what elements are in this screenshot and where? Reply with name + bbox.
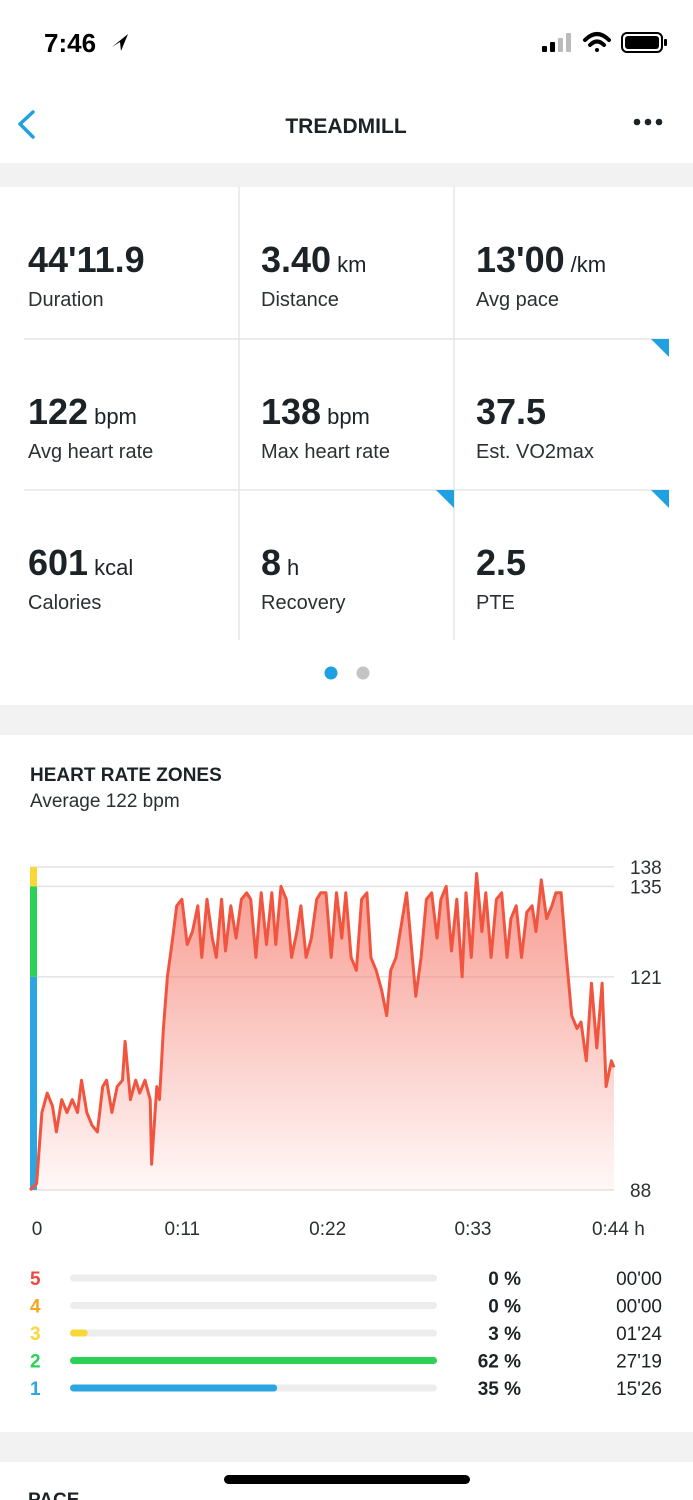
x-tick-label: 0:22 <box>309 1219 346 1240</box>
status-time: 7:46 <box>44 28 96 58</box>
y-tick-label: 135 <box>630 877 662 898</box>
zone-number: 4 <box>30 1297 41 1318</box>
info-flag <box>436 490 454 508</box>
zone-bar <box>70 1357 437 1364</box>
signal-icon <box>542 33 571 52</box>
stat-unit: h <box>287 555 299 580</box>
x-tick-label: 0 <box>32 1219 43 1240</box>
stat-number: 138 <box>261 391 321 432</box>
zone-track <box>70 1274 437 1282</box>
zone-track <box>70 1302 437 1309</box>
stat-number: 8 <box>261 542 281 583</box>
stat-value: 2.5 <box>476 542 526 583</box>
zone-bar <box>70 1329 88 1337</box>
stat-unit: bpm <box>327 404 370 429</box>
zone-strip <box>30 886 37 977</box>
location-icon <box>112 34 128 51</box>
y-tick-label: 88 <box>630 1181 651 1202</box>
stat-label: Distance <box>261 289 339 311</box>
stat-number: 44'11.9 <box>28 239 145 280</box>
stat-value: 3.40 km <box>261 239 366 280</box>
zone-percent: 35 % <box>478 1379 521 1400</box>
zone-number: 1 <box>30 1379 41 1400</box>
stat-number: 122 <box>28 391 88 432</box>
zone-number: 3 <box>30 1324 41 1345</box>
section-gap <box>0 705 693 735</box>
zone-percent: 0 % <box>488 1297 521 1318</box>
info-flag <box>651 490 669 508</box>
stat-label: Max heart rate <box>261 441 390 463</box>
stat-unit: bpm <box>94 404 137 429</box>
zone-time: 15'26 <box>616 1379 662 1400</box>
stat-value: 13'00/km <box>476 239 606 280</box>
battery-icon <box>621 32 667 53</box>
section-gap <box>0 163 693 187</box>
zone-time: 27'19 <box>616 1352 662 1373</box>
section-title: PACE <box>28 1490 79 1500</box>
info-flag <box>651 339 669 357</box>
stat-value: 138 bpm <box>261 391 370 432</box>
stat-unit: kcal <box>94 555 133 580</box>
stat-label: Calories <box>28 592 101 614</box>
section-title: HEART RATE ZONES <box>30 765 222 786</box>
y-tick-label: 121 <box>630 968 662 989</box>
x-tick-label: 0:33 <box>455 1219 492 1240</box>
stat-label: Recovery <box>261 592 345 614</box>
stats-grid-lines <box>24 187 669 640</box>
stat-value: 122 bpm <box>28 391 137 432</box>
zone-number: 5 <box>30 1269 41 1290</box>
zone-track <box>70 1329 437 1337</box>
stat-number: 13'00 <box>476 239 565 280</box>
zone-strip <box>30 976 37 1190</box>
x-tick-label: 0:11 <box>165 1219 201 1240</box>
stat-number: 601 <box>28 542 88 583</box>
zone-percent: 0 % <box>488 1269 521 1290</box>
back-button[interactable] <box>18 110 35 139</box>
stat-number: 37.5 <box>476 391 546 432</box>
stat-value: 37.5 <box>476 391 546 432</box>
zone-number: 2 <box>30 1352 41 1373</box>
stat-value: 44'11.9 <box>28 239 145 280</box>
stat-value: 601 kcal <box>28 542 133 583</box>
y-tick-label: 138 <box>630 858 662 879</box>
more-button[interactable] <box>633 118 663 126</box>
zone-time: 00'00 <box>616 1269 662 1290</box>
zone-bar <box>70 1384 278 1392</box>
page-dot-active[interactable] <box>324 666 338 680</box>
stat-unit: km <box>337 252 366 277</box>
x-tick-label: 0:44 h <box>592 1219 645 1240</box>
zone-percent: 3 % <box>488 1324 521 1345</box>
stat-label: Est. VO2max <box>476 441 594 463</box>
page-dot[interactable] <box>356 666 370 680</box>
wifi-icon <box>583 32 611 52</box>
stat-unit: /km <box>571 252 606 277</box>
stat-label: Avg pace <box>476 289 559 311</box>
section-gap <box>0 1432 693 1462</box>
screen-title: TREADMILL <box>285 115 406 138</box>
stat-label: PTE <box>476 592 515 614</box>
zone-strip <box>30 867 37 887</box>
stat-label: Avg heart rate <box>28 441 153 463</box>
hr-line <box>28 872 616 1192</box>
zone-time: 00'00 <box>616 1297 662 1318</box>
section-subtitle: Average 122 bpm <box>30 791 180 812</box>
home-indicator <box>224 1475 470 1484</box>
stat-label: Duration <box>28 289 104 311</box>
hr-area <box>30 873 614 1190</box>
stat-number: 3.40 <box>261 239 331 280</box>
zone-percent: 62 % <box>478 1352 521 1373</box>
zone-time: 01'24 <box>616 1324 662 1345</box>
stats-grid: 44'11.9 Duration 3.40 km Distance 13'00/km Avg… <box>28 239 669 614</box>
stat-number: 2.5 <box>476 542 526 583</box>
zone-list: 5 0 % 00'00 4 0 % 00'00 3 3 % 01'24 2 62 % 27'19 1 35… <box>30 1269 662 1400</box>
